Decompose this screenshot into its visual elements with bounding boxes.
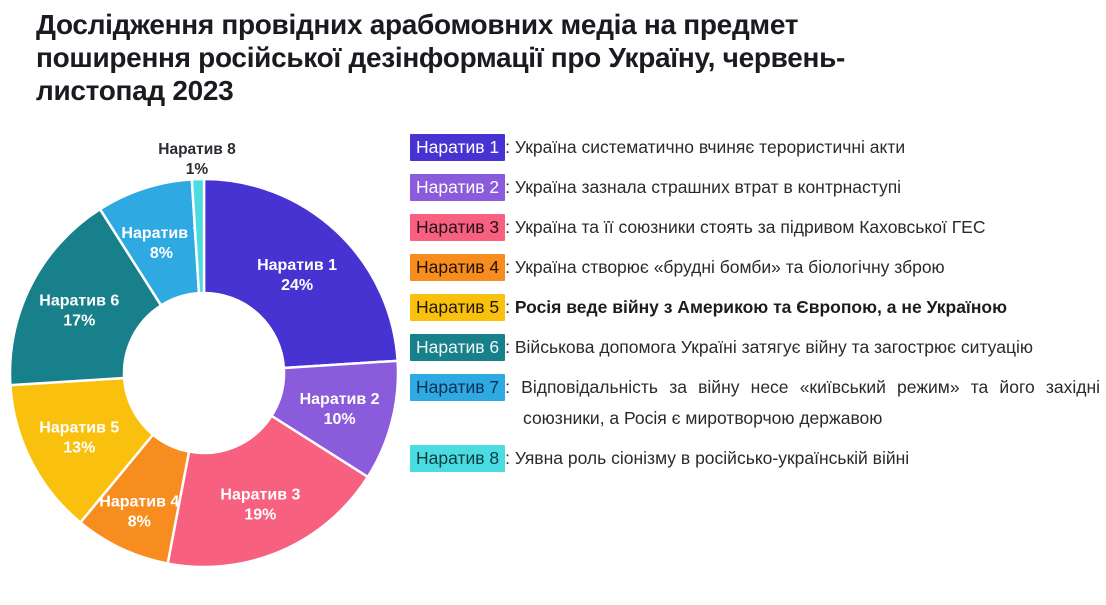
narrative-badge-6: Наратив 6 xyxy=(410,334,506,361)
pie-slice-6 xyxy=(8,207,163,387)
legend-text-6: Військова допомога Україні затягує війну… xyxy=(514,337,1033,357)
slice-label-8: Наратив 8 1% xyxy=(158,141,236,178)
legend-text-5: Росія веде війну з Америкою та Європою, … xyxy=(514,297,1008,317)
narrative-badge-7: Наратив 7 xyxy=(410,374,506,401)
legend-separator: : xyxy=(505,257,515,277)
narrative-badge-3: Наратив 3 xyxy=(410,214,506,241)
legend-item-4: Наратив 4: Україна створює «брудні бомби… xyxy=(410,252,1100,283)
donut-chart: Наратив 1 24% Наратив 2 10% Наратив 3 19% Нара… xyxy=(0,130,410,600)
legend-item-3: Наратив 3: Україна та її союзники стоять… xyxy=(410,212,1100,243)
legend-item-1: Наратив 1: Україна систематично вчиняє т… xyxy=(410,132,1100,163)
slice-label-7: Наратив 7 8% xyxy=(121,225,201,262)
legend-item-6: Наратив 6: Військова допомога Україні за… xyxy=(410,332,1100,363)
legend-text-8: Уявна роль сіонізму в російсько-українсь… xyxy=(514,448,910,468)
legend-item-5: Наратив 5: Росія веде війну з Америкою т… xyxy=(410,292,1100,323)
pie-slice-1 xyxy=(202,177,399,370)
slice-label-5: Наратив 5 13% xyxy=(39,420,119,457)
legend-text-4: Україна створює «брудні бомби» та біолог… xyxy=(514,257,945,277)
pie-slice-8 xyxy=(190,177,206,295)
legend-separator: : xyxy=(505,448,515,468)
legend-item-8: Наратив 8: Уявна роль сіонізму в російсь… xyxy=(410,443,1100,474)
narrative-badge-4: Наратив 4 xyxy=(410,254,506,281)
legend-item-2: Наратив 2: Україна зазнала страшних втра… xyxy=(410,172,1100,203)
legend-separator: : xyxy=(505,217,515,237)
legend-separator: : xyxy=(505,297,515,317)
page-title: Дослідження провідних арабомовних медіа … xyxy=(36,9,846,107)
narrative-badge-1: Наратив 1 xyxy=(410,134,506,161)
narrative-badge-8: Наратив 8 xyxy=(410,445,506,472)
legend-text-2: Україна зазнала страшних втрат в контрна… xyxy=(514,177,902,197)
slice-label-6: Наратив 6 17% xyxy=(39,292,119,329)
legend-separator: : xyxy=(505,337,515,357)
legend: Наратив 1: Україна систематично вчиняє т… xyxy=(410,132,1100,483)
legend-text-7: Відповідальність за війну несе «київськи… xyxy=(521,377,1100,428)
slice-label-1: Наратив 1 24% xyxy=(257,257,337,294)
legend-separator: : xyxy=(505,177,515,197)
narrative-badge-2: Наратив 2 xyxy=(410,174,506,201)
donut-chart-svg: Наратив 1 24% Наратив 2 10% Наратив 3 19% Нара… xyxy=(8,141,400,569)
slice-label-4: Наратив 4 8% xyxy=(99,494,179,531)
pie-slice-5 xyxy=(9,376,155,524)
pie-slice-3 xyxy=(166,414,370,569)
legend-text-3: Україна та її союзники стоять за підриво… xyxy=(514,217,986,237)
slice-label-3: Наратив 3 19% xyxy=(220,486,300,523)
slice-label-2: Наратив 2 10% xyxy=(300,391,380,428)
narrative-badge-5: Наратив 5 xyxy=(410,294,506,321)
legend-text-1: Україна систематично вчиняє терористичні… xyxy=(514,137,906,157)
legend-separator: : xyxy=(505,377,522,397)
legend-separator: : xyxy=(505,137,515,157)
legend-item-7: Наратив 7: Відповідальність за війну нес… xyxy=(410,372,1100,434)
